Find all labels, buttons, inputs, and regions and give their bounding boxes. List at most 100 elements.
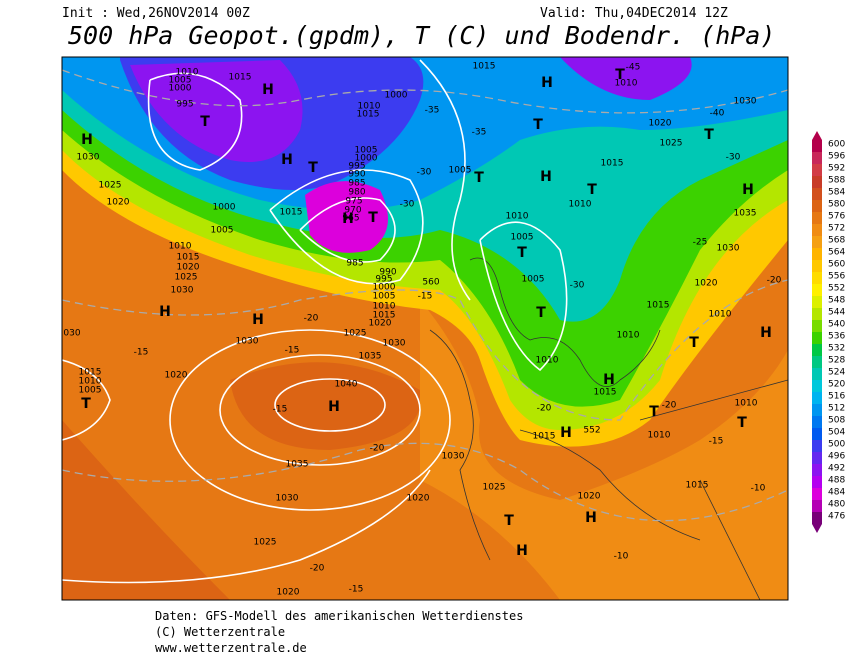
- contour-label: -20: [662, 401, 677, 411]
- contour-label: 995: [348, 162, 365, 172]
- pressure-center: H: [560, 425, 572, 441]
- contour-label: 1025: [254, 538, 277, 548]
- contour-label: 1005: [449, 166, 472, 176]
- contour-label: 1015: [647, 301, 670, 311]
- colorbar-label: 596: [828, 152, 845, 162]
- contour-label: -20: [304, 314, 319, 324]
- contour-label: 1020: [107, 198, 130, 208]
- colorbar-cap: [812, 524, 822, 533]
- contour-label: 1005: [79, 386, 102, 396]
- contour-label: 1015: [280, 208, 303, 218]
- colorbar-swatch: [812, 464, 822, 476]
- colorbar-label: 576: [828, 212, 845, 222]
- contour-label: 1020: [649, 119, 672, 129]
- contour-label: 1005: [511, 233, 534, 243]
- pressure-center: T: [536, 305, 546, 321]
- contour-label: 985: [348, 179, 365, 189]
- contour-label: 1015: [686, 481, 709, 491]
- pressure-center: H: [281, 152, 293, 168]
- colorbar-label: 532: [828, 344, 845, 354]
- colorbar-label: 504: [828, 428, 845, 438]
- colorbar-swatch: [812, 380, 822, 392]
- contour-label: 1000: [385, 91, 408, 101]
- contour-label: 1010: [615, 79, 638, 89]
- contour-label: 1035: [734, 209, 757, 219]
- colorbar-label: 568: [828, 236, 845, 246]
- colorbar-swatch: [812, 152, 822, 164]
- contour-label: 1030: [383, 339, 406, 349]
- colorbar-label: 536: [828, 332, 845, 342]
- pressure-center: H: [342, 211, 354, 227]
- contour-label: 1010: [373, 302, 396, 312]
- contour-label: 1030: [442, 452, 465, 462]
- pressure-center: H: [516, 543, 528, 559]
- colorbar-swatch: [812, 440, 822, 452]
- contour-label: 1005: [522, 275, 545, 285]
- pressure-center: T: [200, 114, 210, 130]
- pressure-center: T: [368, 210, 378, 226]
- colorbar-swatch: [812, 404, 822, 416]
- colorbar-swatch: [812, 320, 822, 332]
- colorbar-swatch: [812, 176, 822, 188]
- contour-label: 990: [379, 268, 396, 278]
- contour-label: 1010: [648, 431, 671, 441]
- footer-copyright: (C) Wetterzentrale: [155, 625, 285, 639]
- contour-label: 990: [348, 170, 365, 180]
- contour-label: 1030: [717, 244, 740, 254]
- colorbar-swatch: [812, 164, 822, 176]
- contour-label: 1020: [369, 319, 392, 329]
- contour-label: 1020: [695, 279, 718, 289]
- contour-label: 1010: [536, 356, 559, 366]
- pressure-center: H: [742, 182, 754, 198]
- colorbar-swatch: [812, 392, 822, 404]
- contour-label: 1005: [373, 292, 396, 302]
- pressure-center: T: [587, 182, 597, 198]
- pressure-center: T: [704, 127, 714, 143]
- colorbar-swatch: [812, 512, 822, 524]
- contour-label: 1010: [735, 399, 758, 409]
- contour-label: -20: [767, 276, 782, 286]
- contour-label: -25: [693, 238, 708, 248]
- colorbar-label: 544: [828, 308, 845, 318]
- colorbar-swatch: [812, 452, 822, 464]
- colorbar-label: 560: [828, 260, 845, 270]
- colorbar-swatch: [812, 488, 822, 500]
- colorbar-label: 500: [828, 440, 845, 450]
- contour-label: 1015: [373, 311, 396, 321]
- contour-label: -40: [710, 109, 725, 119]
- colorbar-swatch: [812, 236, 822, 248]
- pressure-center: T: [533, 117, 543, 133]
- contour-label: 1000: [169, 84, 192, 94]
- init-time: Init : Wed,26NOV2014 00Z: [62, 6, 250, 21]
- map-frame: [61, 56, 789, 601]
- colorbar-swatch: [812, 476, 822, 488]
- contour-label: -20: [537, 404, 552, 414]
- valid-time: Valid: Thu,04DEC2014 12Z: [540, 6, 728, 21]
- contour-label: -35: [472, 128, 487, 138]
- colorbar-swatch: [812, 368, 822, 380]
- contour-label: -30: [726, 153, 741, 163]
- contour-label: -15: [418, 292, 433, 302]
- pressure-center: T: [737, 415, 747, 431]
- colorbar-label: 540: [828, 320, 845, 330]
- colorbar-label: 588: [828, 176, 845, 186]
- contour-label: 1025: [660, 139, 683, 149]
- map-title: 500 hPa Geopot.(gpdm), T (C) und Bodendr…: [68, 21, 775, 50]
- colorbar-label: 572: [828, 224, 845, 234]
- pressure-center: H: [262, 82, 274, 98]
- pressure-center: H: [760, 325, 772, 341]
- contour-label: 1010: [709, 310, 732, 320]
- contour-label: 1010: [617, 331, 640, 341]
- colorbar-swatch: [812, 500, 822, 512]
- colorbar-swatch: [812, 200, 822, 212]
- colorbar-label: 480: [828, 500, 845, 510]
- pressure-center: H: [81, 132, 93, 148]
- colorbar-label: 528: [828, 356, 845, 366]
- contour-label: 1020: [407, 494, 430, 504]
- contour-label: -20: [370, 444, 385, 454]
- colorbar-label: 524: [828, 368, 845, 378]
- contour-label: -20: [310, 564, 325, 574]
- contour-label: 1020: [277, 588, 300, 598]
- pressure-center: T: [504, 513, 514, 529]
